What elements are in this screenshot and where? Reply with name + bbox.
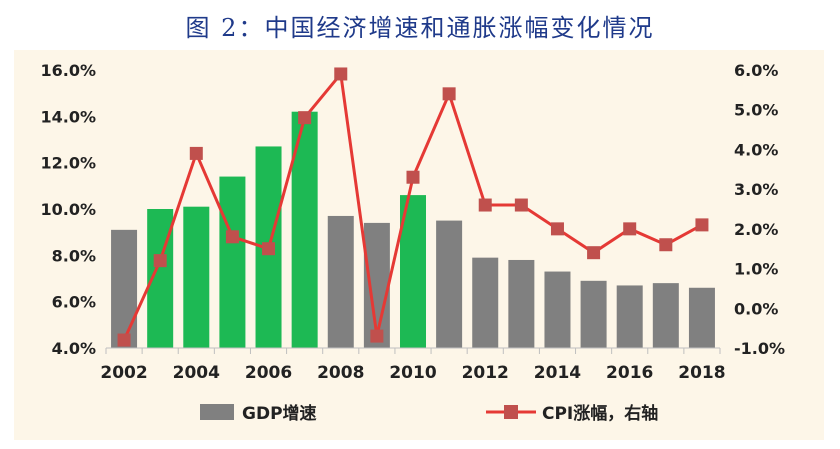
cpi-marker <box>225 230 239 244</box>
x-tick-label: 2012 <box>462 363 509 383</box>
gdp-bar <box>580 280 607 348</box>
cpi-marker <box>695 218 709 232</box>
x-axis: 2002 2004 2006 2008 2010 2012 2014 2016 2018 <box>100 348 726 383</box>
right-tick-label: 2.0% <box>734 220 778 239</box>
gdp-bar <box>688 287 715 348</box>
x-tick-label: 2006 <box>245 363 292 383</box>
cpi-marker <box>262 242 276 256</box>
cpi-marker <box>189 146 203 160</box>
gdp-bar <box>111 229 138 348</box>
gdp-bar <box>472 257 499 348</box>
legend: GDP增速 CPI涨幅，右轴 <box>200 403 658 424</box>
cpi-marker <box>550 222 564 236</box>
x-tick-label: 2014 <box>534 363 581 383</box>
left-tick-label: 12.0% <box>40 154 96 173</box>
cpi-marker <box>478 198 492 212</box>
x-tick-label: 2004 <box>173 363 220 383</box>
x-tick-label: 2018 <box>678 363 725 383</box>
chart-panel: 4.0% 6.0% 8.0% 10.0% 12.0% 14.0% 16.0% -1.0% 0.… <box>14 50 824 440</box>
legend-gdp-label: GDP增速 <box>242 403 317 424</box>
cpi-marker <box>442 87 456 101</box>
gdp-bar <box>616 285 643 348</box>
left-tick-label: 16.0% <box>40 61 96 80</box>
cpi-series <box>117 67 709 347</box>
legend-cpi-marker <box>504 405 518 419</box>
right-tick-label: 5.0% <box>734 101 778 120</box>
gdp-bar <box>183 206 210 348</box>
left-tick-label: 14.0% <box>40 107 96 126</box>
cpi-marker <box>659 238 673 252</box>
gdp-bar <box>327 215 354 348</box>
x-tick-label: 2008 <box>317 363 364 383</box>
cpi-marker <box>117 333 131 347</box>
gdp-bar <box>544 271 571 348</box>
cpi-marker <box>587 246 601 260</box>
cpi-marker <box>334 67 348 81</box>
cpi-marker <box>514 198 528 212</box>
right-tick-label: 1.0% <box>734 260 778 279</box>
x-tick-label: 2016 <box>606 363 653 383</box>
gdp-bar <box>508 259 535 348</box>
cpi-marker <box>370 329 384 343</box>
cpi-marker <box>406 170 420 184</box>
right-tick-label: 3.0% <box>734 180 778 199</box>
left-axis: 4.0% 6.0% 8.0% 10.0% 12.0% 14.0% 16.0% <box>40 61 96 358</box>
right-tick-label: 0.0% <box>734 299 778 318</box>
right-axis: -1.0% 0.0% 1.0% 2.0% 3.0% 4.0% 5.0% 6.0% <box>734 61 785 358</box>
right-tick-label: 4.0% <box>734 140 778 159</box>
chart-svg: 4.0% 6.0% 8.0% 10.0% 12.0% 14.0% 16.0% -1.0% 0.… <box>40 61 785 424</box>
left-tick-label: 10.0% <box>40 200 96 219</box>
right-tick-label: -1.0% <box>734 339 785 358</box>
chart-title: 图 2：中国经济增速和通胀涨幅变化情况 <box>185 14 655 42</box>
legend-cpi-label: CPI涨幅，右轴 <box>542 403 658 424</box>
legend-gdp-swatch <box>200 404 234 420</box>
x-tick-label: 2002 <box>100 363 147 383</box>
x-tick-label: 2010 <box>389 363 436 383</box>
cpi-marker <box>298 111 312 125</box>
gdp-bar <box>652 283 679 348</box>
right-tick-label: 6.0% <box>734 61 778 80</box>
cpi-marker <box>623 222 637 236</box>
left-tick-label: 6.0% <box>52 293 96 312</box>
cpi-marker <box>153 254 167 268</box>
gdp-bar <box>436 220 463 348</box>
gdp-bar <box>219 176 246 348</box>
left-tick-label: 4.0% <box>52 339 96 358</box>
left-tick-label: 8.0% <box>52 246 96 265</box>
